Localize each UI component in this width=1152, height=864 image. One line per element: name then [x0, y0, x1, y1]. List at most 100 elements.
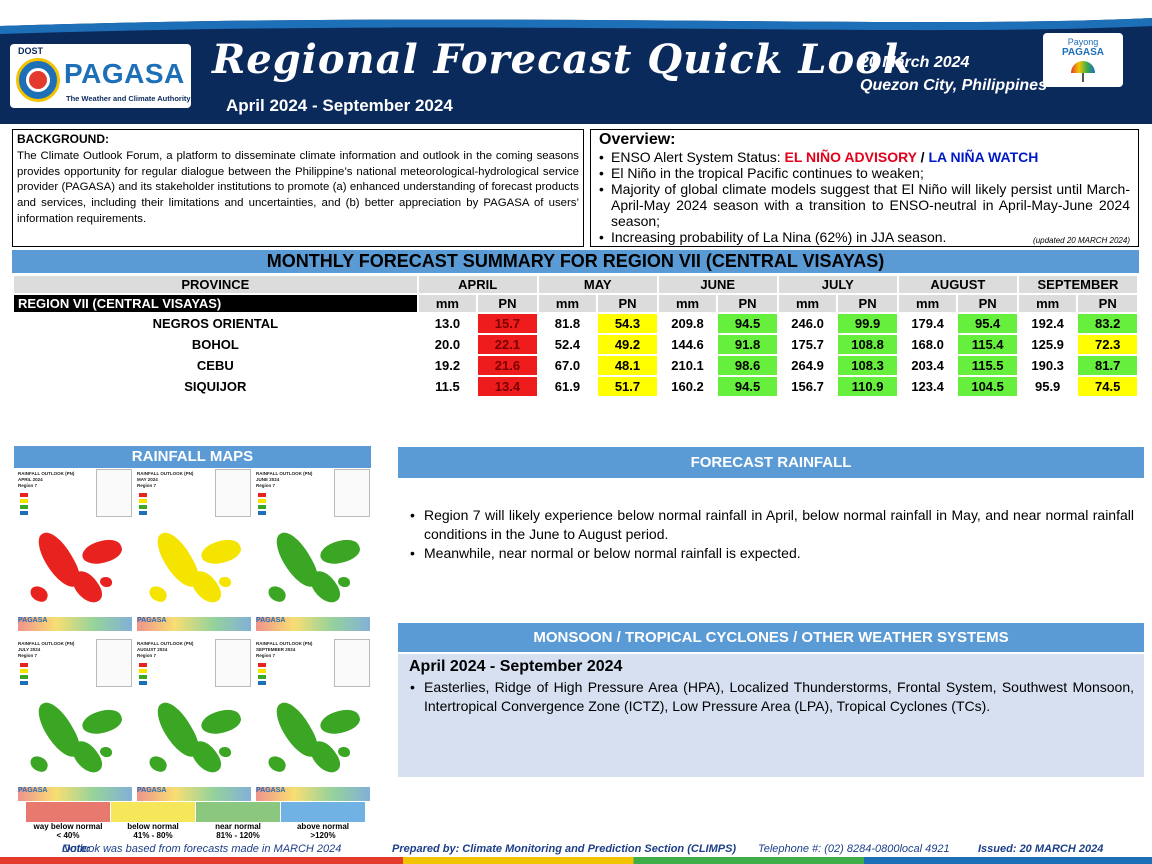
philippines-locator-map-icon	[215, 639, 251, 687]
forecast-rainfall-item-1: Region 7 will likely experience below no…	[408, 506, 1134, 544]
updated-note: (updated 20 MARCH 2024)	[1033, 236, 1130, 245]
rainfall-pn-cell: 51.7	[598, 377, 657, 396]
legend-category: way below normal	[33, 822, 103, 831]
forecast-rainfall-title: FORECAST RAINFALL	[398, 447, 1144, 478]
unit-pn-header: PN	[958, 295, 1017, 312]
rainfall-pn-cell: 48.1	[598, 356, 657, 375]
province-shape	[198, 534, 244, 570]
table-row: BOHOL 20.0 22.1 52.4 49.2 144.6 91.8 175.7 108.8…	[14, 335, 1137, 354]
map-pagasa-logo: PAGASA	[18, 787, 48, 794]
rainfall-mm-cell: 95.9	[1034, 379, 1061, 394]
map-panel-header: RAINFALL OUTLOOK (PN) APRIL 2024 Region …	[18, 471, 75, 488]
rainfall-mm-cell: 11.5	[435, 379, 460, 394]
unit-mm-header: mm	[898, 295, 957, 312]
enso-advisory: EL NIÑO ADVISORY	[784, 149, 917, 165]
legend-swatch	[196, 802, 280, 822]
legend-range: 81% - 120%	[216, 831, 260, 840]
overview-title: Overview:	[599, 131, 676, 148]
rainfall-pn-cell: 108.8	[838, 335, 897, 354]
issue-location: Quezon City, Philippines	[860, 77, 1047, 94]
legend-range: < 40%	[56, 831, 80, 840]
pagasa-logo: DOST PAGASA The Weather and Climate Auth…	[10, 44, 191, 108]
footer-note-label: Note:	[62, 843, 91, 855]
map-pagasa-logo: PAGASA	[256, 617, 286, 624]
header-banner: DOST PAGASA The Weather and Climate Auth…	[0, 0, 1152, 124]
bottom-color-strip	[0, 857, 1152, 864]
rainfall-mm-cell: 210.1	[671, 358, 704, 373]
legend-category: near normal	[215, 822, 261, 831]
pagasa-emblem-icon	[16, 58, 60, 102]
philippines-locator-map-icon	[215, 469, 251, 517]
region-label: REGION VII (CENTRAL VISAYAS)	[14, 295, 417, 312]
legend-label: way below normal < 40%	[26, 822, 110, 840]
monsoon-title: MONSOON / TROPICAL CYCLONES / OTHER WEAT…	[398, 623, 1144, 652]
rainfall-mm-cell: 190.3	[1031, 358, 1064, 373]
province-shape	[317, 534, 363, 570]
rainfall-map-panel: RAINFALL OUTLOOK (PN) APRIL 2024 Region …	[16, 469, 134, 637]
legend-label: near normal 81% - 120%	[196, 822, 280, 840]
month-header: MAY	[538, 276, 657, 293]
overview-list: ENSO Alert System Status: EL NIÑO ADVISO…	[599, 149, 1130, 245]
legend-category: above normal	[296, 822, 349, 831]
rainfall-pn-cell: 54.3	[598, 314, 657, 333]
unit-mm-header: mm	[418, 295, 477, 312]
map-mini-legend	[20, 661, 50, 687]
table-header-units: REGION VII (CENTRAL VISAYAS) mm PN mm PN mm P…	[14, 295, 1137, 312]
province-name: SIQUIJOR	[184, 379, 247, 394]
rainfall-pn-cell: 99.9	[838, 314, 897, 333]
map-footer-bar	[18, 617, 132, 631]
rainfall-pn-cell: 13.4	[478, 377, 537, 396]
philippines-locator-map-icon	[334, 469, 370, 517]
legend-swatch	[26, 802, 110, 822]
table-body: NEGROS ORIENTAL 13.0 15.7 81.8 54.3 209.8 94.5…	[14, 314, 1137, 396]
rainfall-pn-cell: 108.3	[838, 356, 897, 375]
province-shape	[28, 584, 50, 604]
footer-issued: Issued: 20 MARCH 2024	[978, 843, 1104, 855]
rainfall-pn-cell: 104.5	[958, 377, 1017, 396]
map-mini-legend	[258, 491, 288, 517]
rainfall-map-panel: RAINFALL OUTLOOK (PN) SEPTEMBER 2024 Reg…	[254, 639, 372, 807]
legend-label: above normal >120%	[281, 822, 365, 840]
forecast-table: PROVINCE APRIL MAY JUNE JULY AUGUST SEPTEMBER…	[12, 274, 1139, 398]
rainfall-map-panel: RAINFALL OUTLOOK (PN) MAY 2024 Region 7 P…	[135, 469, 253, 637]
overview-item-4: Increasing probability of La Nina (62%) …	[599, 229, 1130, 245]
overview-item-2: El Niño in the tropical Pacific continue…	[599, 165, 1130, 181]
unit-mm-header: mm	[778, 295, 837, 312]
map-footer-bar	[18, 787, 132, 801]
rainfall-pn-cell: 15.7	[478, 314, 537, 333]
rainfall-mm-cell: 20.0	[434, 337, 461, 352]
map-panel-header: RAINFALL OUTLOOK (PN) MAY 2024 Region 7	[137, 471, 194, 488]
unit-pn-header: PN	[718, 295, 777, 312]
province-shape	[79, 704, 125, 740]
forecast-rainfall-list: Region 7 will likely experience below no…	[408, 506, 1134, 563]
rainfall-map-panel: RAINFALL OUTLOOK (PN) JULY 2024 Region 7…	[16, 639, 134, 807]
province-shape	[266, 584, 288, 604]
rainfall-maps-title: RAINFALL MAPS	[14, 446, 371, 468]
table-row: CEBU 19.2 21.6 67.0 48.1 210.1 98.6 264.9 108.3 2…	[14, 356, 1137, 375]
rainfall-mm-cell: 246.0	[791, 316, 824, 331]
rainfall-pn-cell: 22.1	[478, 335, 537, 354]
legend-range: 41% - 80%	[133, 831, 173, 840]
province-shape	[219, 577, 231, 587]
umbrella-icon	[1071, 61, 1095, 82]
unit-mm-header: mm	[658, 295, 717, 312]
month-header: AUGUST	[898, 276, 1017, 293]
rainfall-mm-cell: 19.2	[434, 358, 461, 373]
province-shape	[100, 747, 112, 757]
province-shape	[28, 754, 50, 774]
rainfall-pn-cell: 91.8	[718, 335, 777, 354]
province-shape	[100, 577, 112, 587]
background-title: BACKGROUND:	[17, 132, 109, 146]
monsoon-box: April 2024 - September 2024 Easterlies, …	[398, 654, 1144, 777]
enso-prefix: ENSO Alert System Status:	[611, 149, 785, 165]
rainfall-pn-cell: 49.2	[598, 335, 657, 354]
map-footer-bar	[137, 787, 251, 801]
map-pagasa-logo: PAGASA	[18, 617, 48, 624]
rainfall-pn-cell: 94.5	[718, 377, 777, 396]
province-header: PROVINCE	[14, 276, 417, 293]
rainfall-pn-cell: 74.5	[1078, 377, 1137, 396]
rainfall-mm-cell: 168.0	[911, 337, 944, 352]
rainfall-mm-cell: 81.8	[554, 316, 581, 331]
province-shape	[147, 584, 169, 604]
enso-watch: LA NIÑA WATCH	[928, 149, 1039, 165]
